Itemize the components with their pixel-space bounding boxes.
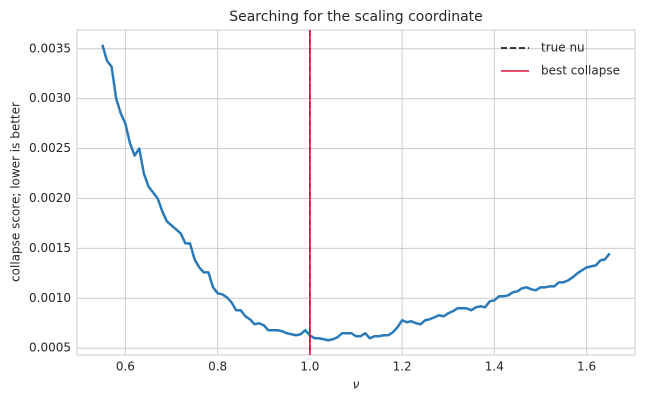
x-tick-label: 0.8 — [208, 360, 227, 374]
x-tick-label: 0.6 — [116, 360, 135, 374]
x-tick-label: 1.4 — [485, 360, 504, 374]
x-tick-label: 1.0 — [300, 360, 319, 374]
legend-label: best collapse — [541, 64, 620, 78]
x-tick-label: 1.2 — [393, 360, 412, 374]
y-tick-label: 0.0010 — [29, 291, 71, 305]
x-tick-label: 1.6 — [577, 360, 596, 374]
legend-label: true nu — [541, 41, 585, 55]
y-tick-label: 0.0030 — [29, 91, 71, 105]
x-axis-label: ν — [353, 378, 360, 392]
y-tick-label: 0.0035 — [29, 41, 71, 55]
y-tick-label: 0.0025 — [29, 141, 71, 155]
plot-frame — [76, 29, 636, 356]
y-tick-label: 0.0020 — [29, 191, 71, 205]
y-tick-label: 0.0005 — [29, 341, 71, 355]
line-series — [101, 44, 611, 342]
y-tick-label: 0.0015 — [29, 241, 71, 255]
y-axis-label: collapse score; lower is better — [9, 102, 23, 282]
chart-title: Searching for the scaling coordinate — [229, 9, 483, 25]
